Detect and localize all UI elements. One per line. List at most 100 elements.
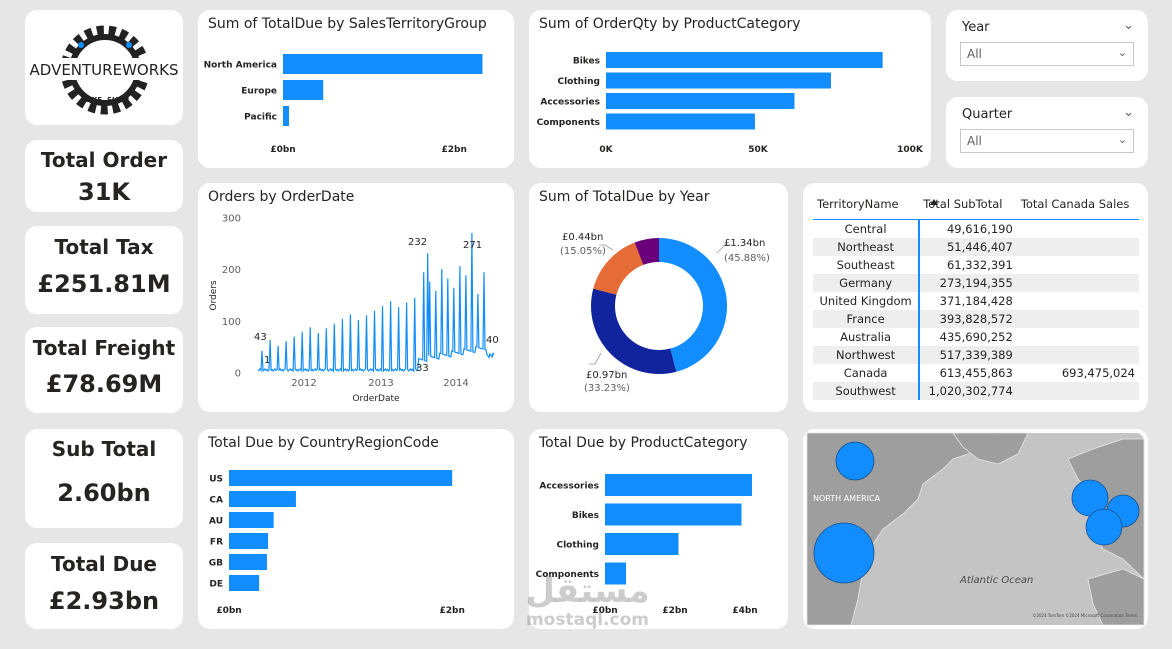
table-row[interactable]: Canada 613,455,863 693,475,024 xyxy=(813,363,1139,382)
cell-territory: Germany xyxy=(813,273,920,292)
axis-tick-label: £0bn xyxy=(270,145,295,155)
y-tick-label: 300 xyxy=(222,214,241,225)
cell-subtotal: 435,690,252 xyxy=(918,327,1017,346)
bar-gb[interactable] xyxy=(229,554,267,570)
bar-clothing[interactable] xyxy=(606,72,831,89)
y-tick-label: 200 xyxy=(222,265,241,276)
kpi-label: Sub Total xyxy=(51,437,157,461)
bar-category-label: GB xyxy=(209,559,223,569)
bar-bikes[interactable] xyxy=(605,503,742,526)
col-header-canada[interactable]: Total Canada Sales xyxy=(1016,193,1139,220)
bar-de[interactable] xyxy=(229,575,260,591)
table-row[interactable]: France 393,828,572 xyxy=(813,309,1139,328)
map-card[interactable]: NORTH AMERICA Atlantic Ocean ©2024 TomTo… xyxy=(803,429,1148,629)
chevron-down-icon[interactable]: ⌄ xyxy=(1123,105,1134,120)
bar-pacific[interactable] xyxy=(283,106,289,126)
cell-subtotal: 1,020,302,774 xyxy=(918,381,1017,400)
table-row[interactable]: Northeast 51,446,407 xyxy=(813,237,1139,256)
kpi-value: £78.69M xyxy=(45,370,163,398)
bar-category-label: US xyxy=(209,475,223,485)
star-icon xyxy=(78,42,84,48)
donut-slice-2012[interactable] xyxy=(590,288,677,375)
col-header-territory[interactable]: TerritoryName xyxy=(813,193,920,220)
year-dropdown[interactable]: All ⌄ xyxy=(960,42,1134,66)
cell-canada-sales xyxy=(1017,256,1139,274)
table-row[interactable]: Northwest 517,339,389 xyxy=(813,345,1139,364)
map-land-greenland xyxy=(952,432,1029,465)
bar-north-america[interactable] xyxy=(283,54,483,74)
table-row[interactable]: Southwest 1,020,302,774 xyxy=(813,381,1139,400)
bar-clothing[interactable] xyxy=(605,533,679,555)
bar-category-label: CA xyxy=(209,496,223,506)
data-label: 40 xyxy=(486,335,499,346)
cell-territory: France xyxy=(813,309,920,328)
bar-category-label: Europe xyxy=(241,87,277,97)
cell-territory: Central xyxy=(844,221,887,236)
chart-card-orders-by-date: Orders by OrderDate Orders OrderDate 0 100 2… xyxy=(198,183,514,412)
slicer-title: Quarter xyxy=(962,107,1013,122)
donut-slice-2011[interactable] xyxy=(593,242,644,295)
bar-accessories[interactable] xyxy=(605,474,752,496)
product-due-bar-chart: Accessories Bikes Clothing Components £0bn £2… xyxy=(536,474,758,616)
axis-tick-label: £2bn xyxy=(662,606,687,616)
chevron-down-icon[interactable]: ⌄ xyxy=(1123,18,1134,33)
kpi-label: Total Order xyxy=(40,148,168,172)
leader-line xyxy=(716,244,732,254)
map-bubble-southwest xyxy=(813,522,875,584)
x-tick-label: 2013 xyxy=(368,378,393,389)
orders-line[interactable] xyxy=(257,232,495,373)
bar-europe[interactable] xyxy=(283,80,324,100)
star-icon xyxy=(126,42,132,48)
kpi-value: 2.60bn xyxy=(57,479,151,507)
bar-ca[interactable] xyxy=(229,491,296,507)
slicer-quarter[interactable]: Quarter ⌄ All ⌄ xyxy=(946,97,1148,168)
leader-line xyxy=(599,244,614,251)
bar-bikes[interactable] xyxy=(606,52,883,68)
slicer-year[interactable]: Year ⌄ All ⌄ xyxy=(946,10,1148,81)
kpi-value: £2.93bn xyxy=(48,587,160,615)
bar-fr[interactable] xyxy=(229,533,269,549)
data-label: 43 xyxy=(254,332,267,343)
bar-category-label: Components xyxy=(536,570,599,580)
table-row[interactable]: Australia 435,690,252 xyxy=(813,327,1139,346)
y-tick-label: 0 xyxy=(235,369,241,380)
bar-category-label: Accessories xyxy=(540,98,600,108)
table-row[interactable]: Central 49,616,190 xyxy=(813,219,1139,238)
logo-sub-left: BIKE xyxy=(84,96,102,104)
logo-card: ADVENTUREWORKS BIKE SHOP xyxy=(25,10,183,125)
bar-components[interactable] xyxy=(605,562,626,585)
donut-slice-2014[interactable] xyxy=(634,238,659,265)
axis-tick-label: 0K xyxy=(599,145,613,155)
bubble-map[interactable]: NORTH AMERICA Atlantic Ocean ©2024 TomTo… xyxy=(803,429,1148,629)
x-tick-label: 2014 xyxy=(443,378,468,389)
territory-table: TerritoryName Total SubTotal Total Canad… xyxy=(813,193,1139,400)
table-row[interactable]: Southeast 61,332,391 xyxy=(813,255,1139,274)
donut-slice-2013[interactable] xyxy=(659,238,728,372)
chart-card-orderqty: Sum of OrderQty by ProductCategory Bikes… xyxy=(529,10,931,168)
axis-tick-label: £0bn xyxy=(216,606,241,616)
bar-category-label: North America xyxy=(204,61,277,71)
logo-text: ADVENTUREWORKS xyxy=(30,61,179,79)
cell-subtotal: 371,184,428 xyxy=(918,291,1017,310)
col-header-subtotal[interactable]: Total SubTotal xyxy=(919,193,1017,220)
cell-subtotal: 51,446,407 xyxy=(918,237,1017,256)
cell-territory: Northeast xyxy=(813,237,920,256)
chart-title: Sum of TotalDue by SalesTerritoryGroup xyxy=(208,16,487,32)
bar-au[interactable] xyxy=(229,512,274,528)
axis-tick-label: 50K xyxy=(748,145,769,155)
territory-table-card: TerritoryName Total SubTotal Total Canad… xyxy=(803,183,1148,412)
chevron-down-icon[interactable]: ⌄ xyxy=(1117,46,1127,59)
table-row[interactable]: Germany 273,194,355 xyxy=(813,273,1139,292)
table-row[interactable]: United Kingdom 371,184,428 xyxy=(813,291,1139,310)
kpi-card-total-order: Total Order 31K xyxy=(25,140,183,212)
bar-components[interactable] xyxy=(606,113,755,130)
bar-category-label: Accessories xyxy=(539,482,599,492)
data-label: 1 xyxy=(264,355,270,366)
chevron-down-icon[interactable]: ⌄ xyxy=(1117,133,1127,146)
cell-territory: Australia xyxy=(840,329,892,344)
bar-accessories[interactable] xyxy=(606,93,795,109)
sort-ascending-icon[interactable] xyxy=(930,199,938,205)
bar-us[interactable] xyxy=(229,470,453,486)
quarter-dropdown[interactable]: All ⌄ xyxy=(960,129,1134,153)
cell-canada-sales xyxy=(1016,273,1139,292)
